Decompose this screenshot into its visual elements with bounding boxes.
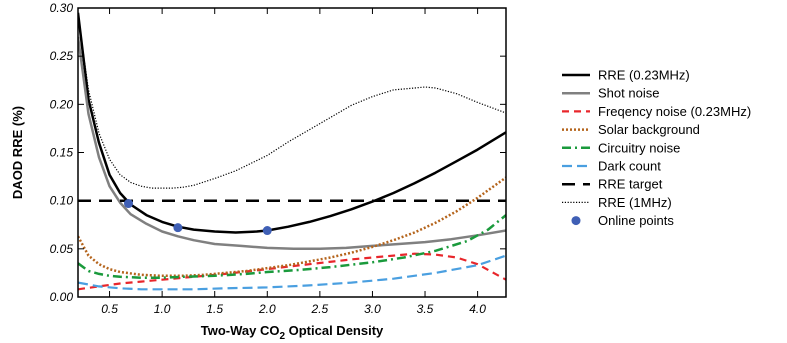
legend-label: Online points bbox=[598, 213, 674, 228]
series-line-3 bbox=[78, 176, 506, 278]
x-tick-label: 2.0 bbox=[258, 302, 276, 316]
y-axis-title: DAOD RRE (%) bbox=[10, 106, 25, 199]
x-tick-label: 1.5 bbox=[206, 302, 223, 316]
series-line-7 bbox=[78, 15, 506, 189]
legend-label: RRE target bbox=[598, 177, 663, 192]
online-point bbox=[123, 199, 133, 209]
x-tick-label: 0.5 bbox=[101, 302, 118, 316]
y-tick-label: 0.20 bbox=[50, 97, 74, 111]
legend-label: Solar background bbox=[598, 122, 700, 137]
series-line-0 bbox=[78, 12, 506, 234]
legend-label: Shot noise bbox=[598, 86, 659, 101]
series-line-4 bbox=[78, 214, 506, 279]
series-layer bbox=[78, 12, 506, 291]
x-axis-title-subscript: 2 bbox=[279, 331, 285, 342]
y-tick-label: 0.00 bbox=[50, 290, 74, 304]
x-tick-label: 1.0 bbox=[154, 302, 171, 316]
ticks-layer: 0.5 1.0 1.5 2.0 2.5 3.0 3.5 4.0 0.00 0.05 0.10 0.15… bbox=[50, 1, 506, 316]
legend-swatch-point bbox=[571, 216, 581, 226]
y-tick-label: 0.10 bbox=[50, 194, 74, 208]
x-axis-title-part: Optical Density bbox=[285, 323, 384, 338]
y-tick-label: 0.05 bbox=[50, 242, 74, 256]
plot-frame bbox=[77, 7, 507, 298]
legend-label: RRE (0.23MHz) bbox=[598, 68, 690, 83]
series-line-5 bbox=[78, 254, 506, 291]
x-axis-title: Two-Way CO2 Optical Density bbox=[201, 323, 384, 342]
x-tick-label: 4.0 bbox=[469, 302, 486, 316]
legend-label: Circuitry noise bbox=[598, 140, 680, 155]
online-point bbox=[262, 226, 272, 236]
y-tick-label: 0.15 bbox=[50, 146, 74, 160]
legend: RRE (0.23MHz) Shot noise Freqency noise (0… bbox=[562, 68, 751, 228]
x-tick-label: 3.5 bbox=[417, 302, 434, 316]
x-axis-title-part: Two-Way CO bbox=[201, 323, 280, 338]
x-tick-label: 3.0 bbox=[364, 302, 381, 316]
online-point bbox=[173, 223, 183, 233]
legend-label: Dark count bbox=[598, 159, 661, 174]
series-line-1 bbox=[78, 36, 506, 251]
legend-label: Freqency noise (0.23MHz) bbox=[598, 104, 751, 119]
online-points-layer bbox=[123, 199, 272, 236]
y-tick-label: 0.25 bbox=[50, 49, 74, 63]
y-tick-label: 0.30 bbox=[50, 1, 74, 15]
series-line-2 bbox=[78, 252, 506, 291]
legend-label: RRE (1MHz) bbox=[598, 195, 672, 210]
x-tick-label: 2.5 bbox=[311, 302, 329, 316]
